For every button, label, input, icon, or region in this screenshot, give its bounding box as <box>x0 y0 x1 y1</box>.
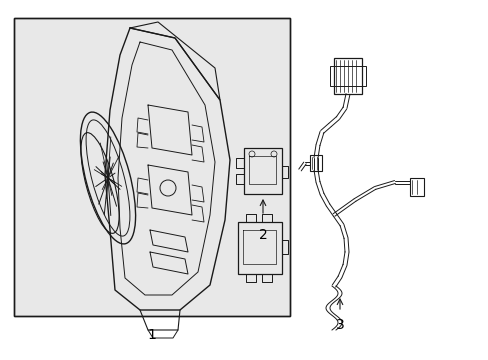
Bar <box>409 178 423 196</box>
Text: 2: 2 <box>258 228 267 242</box>
Bar <box>309 155 321 171</box>
Bar <box>244 148 282 194</box>
Bar <box>14 18 289 316</box>
Text: 1: 1 <box>147 328 156 342</box>
Bar <box>333 58 361 94</box>
Bar <box>238 222 282 274</box>
Text: 3: 3 <box>335 318 344 332</box>
Bar <box>14 18 289 316</box>
Bar <box>329 66 365 86</box>
